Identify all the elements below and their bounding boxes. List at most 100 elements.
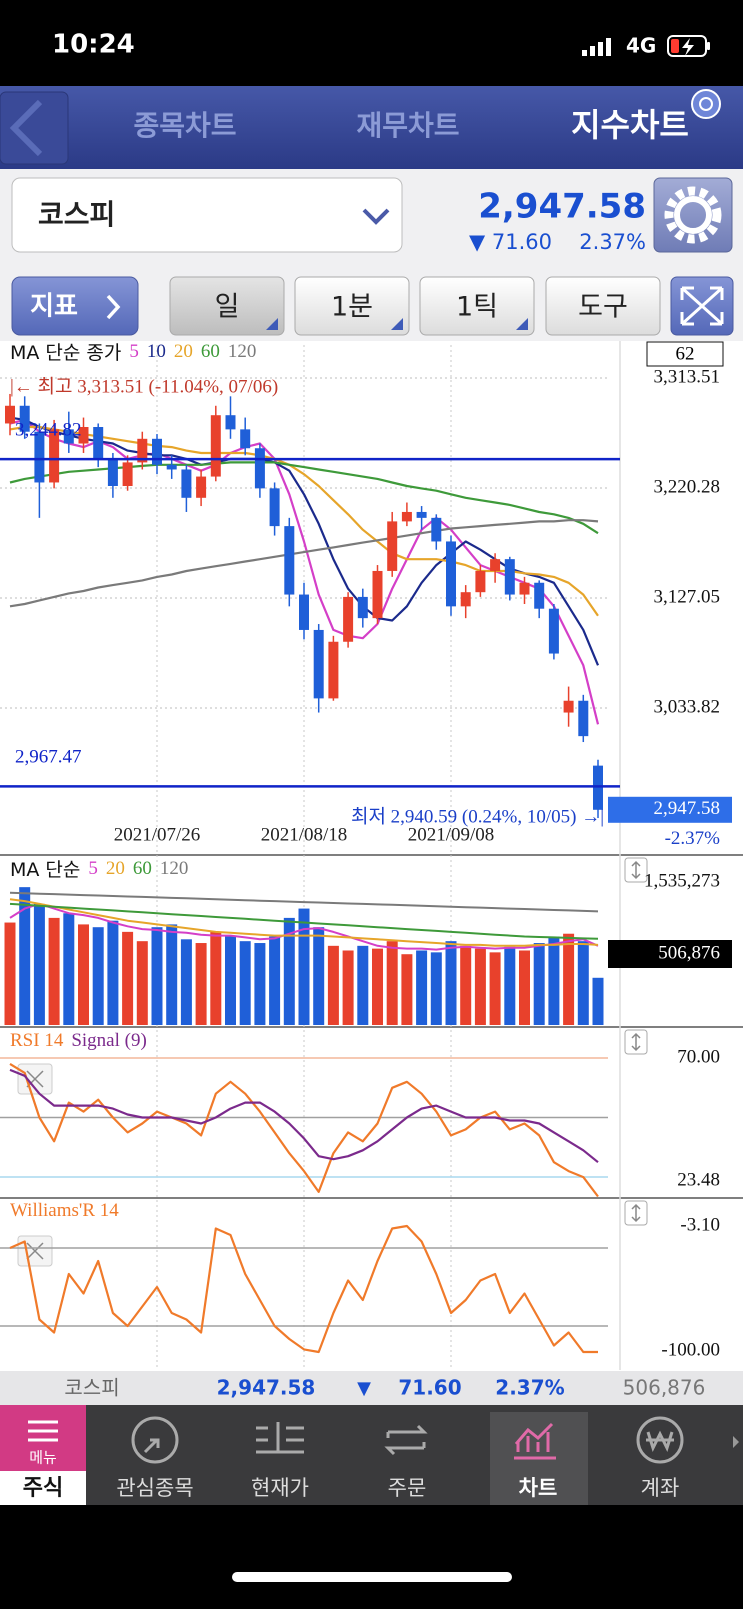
tab[interactable]: 재무차트 xyxy=(356,109,459,142)
volume-bar xyxy=(489,952,501,1025)
back-button[interactable] xyxy=(0,91,69,165)
candle-body xyxy=(78,427,89,444)
legend-entry: 5 xyxy=(88,858,98,879)
summary-bar xyxy=(0,1371,743,1405)
home-indicator[interactable] xyxy=(232,1572,512,1582)
volume-bar xyxy=(180,939,192,1025)
volume-bar xyxy=(283,917,295,1025)
button-label[interactable]: 1분 xyxy=(331,292,373,323)
expand-button[interactable] xyxy=(670,276,734,336)
volume-bar xyxy=(342,950,354,1025)
y-tick-label: 3,127.05 xyxy=(654,586,721,607)
legend-entry: 60 xyxy=(133,858,152,879)
volume-bar xyxy=(239,941,251,1025)
candle-body xyxy=(357,596,368,619)
legend-title: MA 단순 종가 xyxy=(10,342,121,364)
candle-body xyxy=(137,438,148,463)
legend-entry: 120 xyxy=(160,858,189,879)
volume-bar xyxy=(225,935,236,1025)
index-name[interactable]: 코스피 xyxy=(38,198,115,231)
volume-bar xyxy=(357,945,369,1025)
current-volume-box xyxy=(608,940,732,968)
candle-body xyxy=(343,596,354,642)
volume-bar xyxy=(313,927,325,1025)
volume-bar xyxy=(592,977,604,1025)
summary-price: 2,947.58 xyxy=(217,1376,316,1400)
volume-bar xyxy=(210,931,222,1025)
candle-body xyxy=(460,592,471,607)
candle-body xyxy=(240,429,251,449)
legend: Williams'R 14 xyxy=(10,1200,119,1221)
nav-label[interactable]: 계좌 xyxy=(641,1476,680,1500)
period-button[interactable]: 일 xyxy=(169,276,285,336)
candle-body xyxy=(107,458,118,486)
tab[interactable]: 종목차트 xyxy=(133,109,236,142)
volume-bar xyxy=(504,946,516,1025)
menu-label[interactable]: 메뉴 xyxy=(29,1449,57,1467)
legend: MA 단순 종가 5 10 20 60 120 xyxy=(10,341,256,363)
candle-body xyxy=(578,700,589,737)
y-tick-label: -3.10 xyxy=(680,1214,720,1235)
reference-label: 2,967.47 xyxy=(15,747,82,768)
change-label: -2.37% xyxy=(665,828,721,849)
volume-bar xyxy=(136,941,148,1025)
nav-label[interactable]: 주문 xyxy=(388,1476,427,1500)
current-price-box xyxy=(608,796,732,823)
nav-more[interactable] xyxy=(733,1436,739,1448)
menu-button[interactable]: 메뉴 주식 xyxy=(0,1405,86,1505)
volume-bar xyxy=(563,933,575,1025)
pane-icon-glyphs xyxy=(26,860,641,1260)
reference-label: 3,244.82 xyxy=(15,419,82,440)
line-series xyxy=(9,519,599,608)
nav-label[interactable]: 차트 xyxy=(519,1476,558,1500)
volume-bar xyxy=(33,903,45,1025)
candle-body xyxy=(63,429,74,444)
settings-button[interactable] xyxy=(653,177,733,253)
y-tick-label: 3,033.82 xyxy=(654,696,721,717)
tab-active[interactable]: 지수차트 xyxy=(571,106,689,144)
refresh-icon[interactable] xyxy=(691,89,721,119)
volume-bar xyxy=(548,936,560,1025)
volume-bar xyxy=(533,943,545,1025)
candle-body xyxy=(504,559,515,595)
nav-label[interactable]: 관심종목 xyxy=(116,1476,193,1500)
button-label[interactable]: 1틱 xyxy=(456,292,498,323)
index-select[interactable] xyxy=(11,177,403,253)
candle-body xyxy=(416,511,427,518)
legend-entry: RSI 14 xyxy=(10,1030,64,1051)
volume-bar xyxy=(401,954,413,1025)
candle-body xyxy=(313,629,324,699)
candle-body xyxy=(181,469,192,498)
high-annotation: |← 최고 3,313.51 (-11.04%, 07/06) xyxy=(10,375,278,397)
legend: RSI 14 Signal (9) xyxy=(10,1030,147,1051)
candle-body xyxy=(328,641,339,699)
y-tick-label: 1,535,273 xyxy=(644,870,720,891)
candle-body xyxy=(284,526,295,595)
line-series xyxy=(9,891,599,913)
candle-body xyxy=(401,511,412,522)
candle-body xyxy=(519,582,530,595)
volume-bar xyxy=(107,920,119,1025)
nav-label[interactable]: 주식 xyxy=(23,1476,63,1501)
button-label[interactable]: 일 xyxy=(215,292,240,323)
volume-bar xyxy=(78,924,89,1025)
header-change-pct: 2.37% xyxy=(579,230,646,254)
nav-label[interactable]: 현재가 xyxy=(251,1476,309,1500)
candle-body xyxy=(19,405,30,432)
candle-body xyxy=(49,429,60,483)
indicator-label[interactable]: 지표 xyxy=(30,292,78,322)
volume-bar xyxy=(460,945,472,1025)
indicator-button[interactable]: 지표 xyxy=(11,276,139,336)
x-tick-label: 2021/08/18 xyxy=(261,824,348,845)
legend-entry: 10 xyxy=(147,341,166,362)
legend-title: MA 단순 xyxy=(10,859,80,881)
home-area xyxy=(0,1505,743,1609)
tick-button[interactable]: 1틱 xyxy=(419,276,535,336)
minute-button[interactable]: 1분 xyxy=(294,276,410,336)
tools-button[interactable]: 도구 xyxy=(545,276,661,336)
candle-body xyxy=(196,476,207,498)
select-chevron xyxy=(362,208,390,225)
button-label[interactable]: 도구 xyxy=(578,292,628,323)
summary-volume: 506,876 xyxy=(623,1376,706,1400)
line-series xyxy=(9,1068,599,1164)
